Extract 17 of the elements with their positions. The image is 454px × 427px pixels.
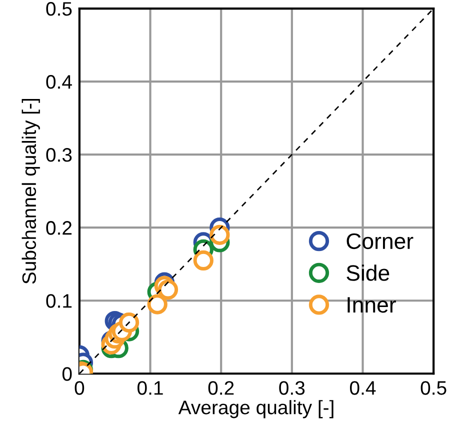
- y-tick-label: 0.2: [46, 221, 72, 235]
- legend-label: Side: [346, 264, 390, 281]
- x-axis-title: Average quality [-]: [178, 400, 334, 418]
- x-tick-label: 0.3: [279, 381, 305, 395]
- y-axis-title: Subchannel quality [-]: [22, 98, 40, 284]
- legend-label: Inner: [348, 297, 396, 313]
- x-tick-label: 0.5: [420, 381, 446, 395]
- y-tick-label: 0.1: [46, 294, 72, 308]
- legend-label: Corner: [346, 233, 414, 250]
- x-tick-label: 0.2: [208, 381, 234, 395]
- y-tick-label: 0.3: [46, 148, 72, 162]
- x-tick-label: 0: [74, 381, 84, 395]
- x-tick-label: 0.1: [138, 381, 163, 395]
- y-tick-label: 0: [62, 367, 72, 381]
- y-tick-label: 0.4: [46, 75, 72, 89]
- y-tick-label: 0.5: [46, 2, 72, 16]
- x-tick-label: 0.4: [350, 381, 376, 395]
